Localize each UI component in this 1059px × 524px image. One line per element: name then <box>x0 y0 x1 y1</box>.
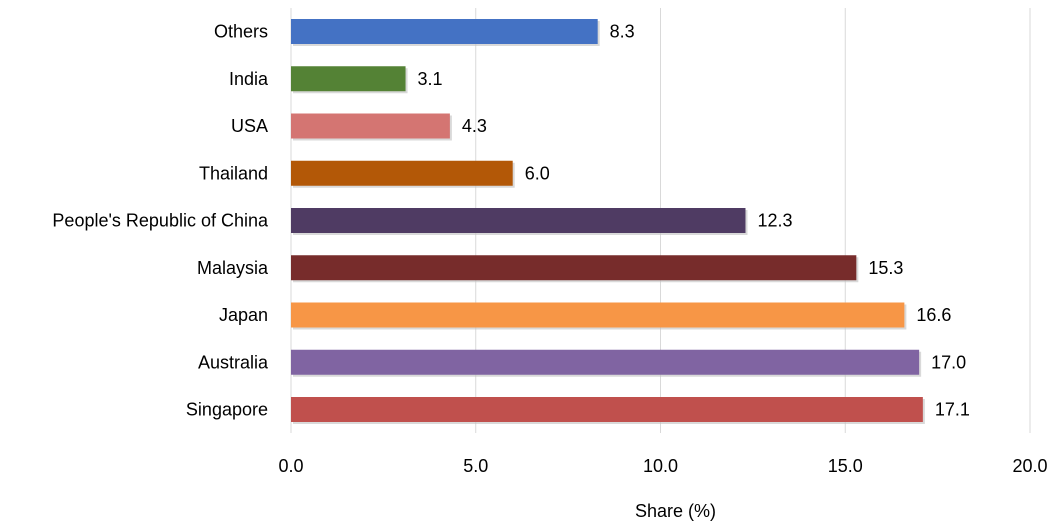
x-axis-title: Share (%) <box>635 501 716 521</box>
category-label: People's Republic of China <box>52 211 269 231</box>
category-label: India <box>229 69 269 89</box>
bar <box>291 255 857 281</box>
bar <box>291 160 513 186</box>
value-label: 3.1 <box>418 69 443 89</box>
bars-group <box>291 19 925 424</box>
value-label: 16.6 <box>916 305 951 325</box>
bar <box>291 302 905 328</box>
category-label: Australia <box>198 352 269 372</box>
value-label: 12.3 <box>757 211 792 231</box>
bar <box>291 19 598 44</box>
category-label: Others <box>214 22 268 42</box>
value-label: 17.1 <box>935 400 970 420</box>
x-tick-label: 10.0 <box>643 456 678 476</box>
bar <box>291 397 923 422</box>
category-label: Thailand <box>199 163 268 183</box>
category-label: Malaysia <box>197 258 269 278</box>
x-tick-label: 5.0 <box>463 456 488 476</box>
value-label: 8.3 <box>610 22 635 42</box>
category-labels: Others India USA Thailand People's Republic … <box>52 22 269 420</box>
value-labels: 8.3 3.1 4.3 6.0 12.3 15.3 16.6 17.0 17.1 <box>418 22 970 420</box>
bar <box>291 349 920 375</box>
category-label: USA <box>231 116 268 136</box>
x-tick-label: 0.0 <box>278 456 303 476</box>
x-tick-label: 20.0 <box>1012 456 1047 476</box>
value-label: 6.0 <box>525 163 550 183</box>
x-tick-labels: 0.0 5.0 10.0 15.0 20.0 <box>278 456 1047 476</box>
value-label: 15.3 <box>868 258 903 278</box>
bar <box>291 66 406 92</box>
category-label: Japan <box>219 305 268 325</box>
x-tick-label: 15.0 <box>828 456 863 476</box>
value-label: 17.0 <box>931 352 966 372</box>
value-label: 4.3 <box>462 116 487 136</box>
category-label: Singapore <box>186 400 268 420</box>
bar <box>291 208 746 233</box>
bar <box>291 113 450 139</box>
